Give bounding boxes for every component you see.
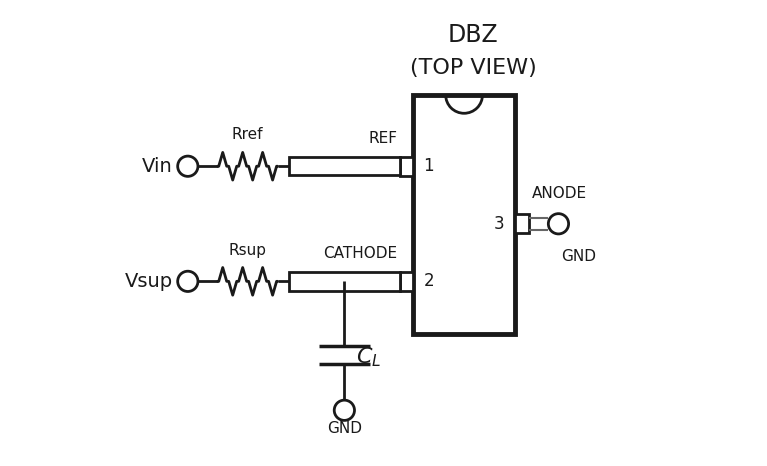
- Text: Vsup: Vsup: [125, 272, 173, 291]
- Text: GND: GND: [327, 421, 362, 436]
- Text: (TOP VIEW): (TOP VIEW): [410, 58, 537, 78]
- Text: Vin: Vin: [143, 157, 173, 176]
- Text: ANODE: ANODE: [532, 186, 588, 201]
- Bar: [289, 157, 400, 175]
- Circle shape: [334, 400, 354, 420]
- Text: 3: 3: [494, 215, 505, 233]
- Bar: [413, 95, 515, 334]
- Bar: [400, 272, 413, 291]
- Circle shape: [178, 156, 198, 176]
- Text: GND: GND: [561, 248, 596, 263]
- Text: 2: 2: [423, 272, 434, 290]
- Bar: [515, 214, 528, 233]
- Text: Rsup: Rsup: [229, 242, 267, 258]
- Bar: [289, 272, 400, 291]
- Text: $C_L$: $C_L$: [356, 345, 381, 369]
- Circle shape: [178, 271, 198, 291]
- Circle shape: [548, 214, 568, 234]
- Text: 1: 1: [423, 157, 434, 175]
- Text: REF: REF: [368, 131, 397, 146]
- Bar: [400, 157, 413, 176]
- Text: DBZ: DBZ: [448, 23, 499, 48]
- Text: Rref: Rref: [232, 127, 263, 143]
- Text: CATHODE: CATHODE: [323, 246, 397, 261]
